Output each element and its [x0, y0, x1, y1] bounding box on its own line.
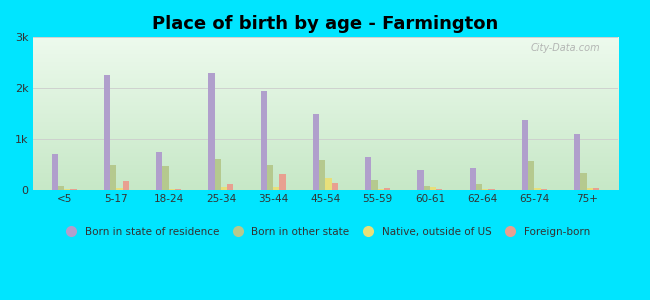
- Bar: [476, 184, 482, 190]
- Bar: [168, 189, 175, 190]
- Bar: [587, 188, 593, 190]
- Bar: [430, 187, 436, 190]
- Bar: [580, 173, 587, 190]
- Bar: [319, 160, 326, 190]
- Bar: [280, 174, 286, 190]
- Bar: [574, 134, 580, 190]
- Bar: [227, 184, 233, 190]
- Bar: [313, 114, 319, 190]
- Bar: [214, 159, 221, 190]
- Bar: [482, 189, 488, 190]
- Bar: [273, 187, 280, 190]
- Bar: [175, 189, 181, 190]
- Bar: [365, 157, 371, 190]
- Bar: [110, 166, 116, 190]
- Bar: [522, 120, 528, 190]
- Bar: [384, 188, 390, 190]
- Bar: [424, 186, 430, 190]
- Bar: [267, 165, 273, 190]
- Bar: [51, 154, 58, 190]
- Bar: [470, 168, 476, 190]
- Bar: [528, 161, 534, 190]
- Title: Place of birth by age - Farmington: Place of birth by age - Farmington: [152, 15, 499, 33]
- Bar: [123, 181, 129, 190]
- Bar: [378, 189, 384, 190]
- Bar: [593, 188, 599, 190]
- Bar: [70, 189, 77, 190]
- Bar: [417, 169, 424, 190]
- Bar: [534, 188, 541, 190]
- Text: City-Data.com: City-Data.com: [531, 44, 601, 53]
- Bar: [332, 183, 338, 190]
- Bar: [326, 178, 332, 190]
- Bar: [221, 187, 228, 190]
- Bar: [58, 186, 64, 190]
- Bar: [436, 189, 443, 190]
- Bar: [104, 76, 110, 190]
- Bar: [209, 73, 214, 190]
- Bar: [64, 189, 70, 190]
- Bar: [156, 152, 162, 190]
- Bar: [541, 189, 547, 190]
- Legend: Born in state of residence, Born in other state, Native, outside of US, Foreign-: Born in state of residence, Born in othe…: [57, 223, 594, 241]
- Bar: [261, 91, 267, 190]
- Bar: [371, 180, 378, 190]
- Bar: [488, 189, 495, 190]
- Bar: [116, 188, 123, 190]
- Bar: [162, 166, 168, 190]
